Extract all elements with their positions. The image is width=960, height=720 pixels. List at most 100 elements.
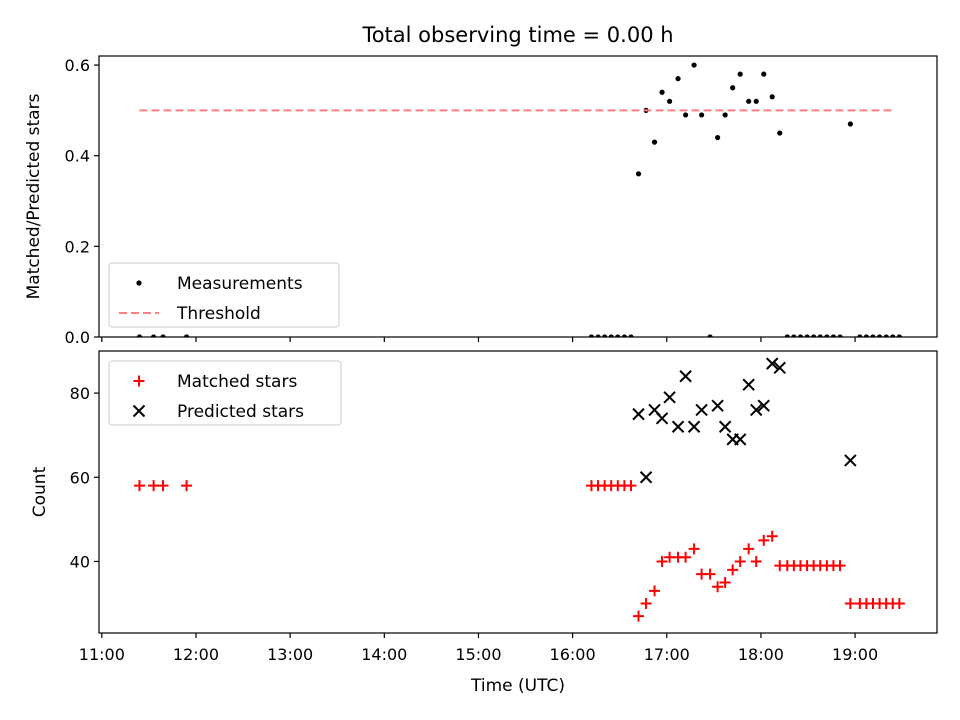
legend: Matched stars Predicted stars [108,360,342,426]
matched-point [133,480,145,492]
x-tick-label: 14:00 [361,645,407,664]
legend-label: Measurements [177,274,303,294]
measurement-point [602,334,608,337]
matched-point [750,555,762,567]
measurement-point [824,334,830,337]
x-tick-label: 17:00 [644,645,690,664]
measurement-point [857,334,863,337]
measurement-point [784,334,790,337]
measurement-point [761,71,767,77]
legend-marker-matched [133,375,145,387]
measurement-point [737,71,743,77]
x-tick-label: 16:00 [550,645,596,664]
measurement-point [804,334,810,337]
predicted-point [750,403,763,417]
measurement-point [160,334,166,337]
measurement-point [746,98,752,104]
matched-point [181,480,193,492]
matched-point [719,576,731,588]
matched-point [656,555,668,567]
matched-point [148,480,160,492]
measurement-point [730,85,736,91]
y-tick-label: 0.2 [65,237,90,256]
predicted-point [766,357,779,370]
measurement-point [621,334,627,337]
chart-title: Total observing time = 0.00 h [361,23,673,47]
measurement-point [136,334,143,337]
legend-label: Threshold [176,304,261,324]
measurement-point [817,334,823,337]
predicted-point [639,471,653,484]
y-tick-label: 0.4 [65,147,90,166]
ratio-panel: 0.0 0.2 0.4 0.6 Matched/Predicted stars Measu… [24,55,938,347]
predicted-point [718,420,732,433]
axes-frame [98,350,938,634]
measurement-point [659,89,665,95]
measurement-point [615,334,621,337]
predicted-point [671,420,685,433]
legend-marker-predicted [132,404,146,418]
matched-point [734,555,746,567]
x-tick-label: 11:00 [79,645,125,664]
measurement-point [588,334,595,337]
measurement-point [699,112,705,118]
predicted-point [655,412,669,425]
y-tick-label: 80 [70,384,90,403]
legend-box [108,262,340,328]
x-tick-label: 19:00 [832,645,878,664]
x-tick-label: 18:00 [738,645,784,664]
y-tick-label: 60 [70,468,90,487]
measurement-point [876,334,883,337]
measurement-point [707,334,713,337]
matched-point [688,543,700,555]
series-predicted-stars [632,357,857,484]
axes-frame [98,55,938,338]
measurement-point [777,130,783,136]
legend-box [108,360,342,426]
series-measurements [136,62,902,337]
predicted-point [711,399,724,412]
measurement-point [791,334,797,337]
legend-label: Predicted stars [177,402,304,422]
measurement-point [811,334,817,337]
legend-marker-measurements [136,280,142,286]
measurement-point [608,334,614,337]
matched-point [766,530,778,542]
measurement-point [896,334,902,337]
measurement-point [691,62,697,68]
measurement-point [183,334,190,337]
matched-point [640,598,652,610]
measurement-point [837,334,843,337]
plot-area [133,357,905,622]
predicted-point [757,399,770,412]
matched-point [893,598,905,610]
x-axis-label: Time (UTC) [470,676,565,696]
measurement-point [151,334,157,337]
measurement-point [753,98,759,104]
legend-label: Matched stars [177,372,297,392]
measurement-point [847,121,853,127]
measurement-point [595,334,601,337]
measurement-point [890,334,896,337]
measurement-point [715,134,721,141]
predicted-point [773,361,786,375]
measurement-point [683,112,689,118]
measurement-point [628,334,634,337]
matched-point [758,534,770,546]
y-axis-label: Matched/Predicted stars [24,93,44,299]
count-panel: 11:00 12:00 13:00 14:00 15:00 16:00 17:00 18:00… [30,350,938,664]
predicted-point [663,391,676,404]
predicted-point [632,407,645,421]
measurement-point [722,112,728,118]
matched-point [157,480,169,492]
measurement-point [635,171,642,177]
matched-point [633,610,645,622]
measurement-point [666,98,673,104]
measurement-point [651,139,658,145]
measurement-point [870,334,876,337]
measurement-point [830,334,837,337]
matched-point [680,551,692,563]
predicted-point [844,454,857,467]
predicted-point [695,403,708,417]
measurement-point [769,94,775,100]
